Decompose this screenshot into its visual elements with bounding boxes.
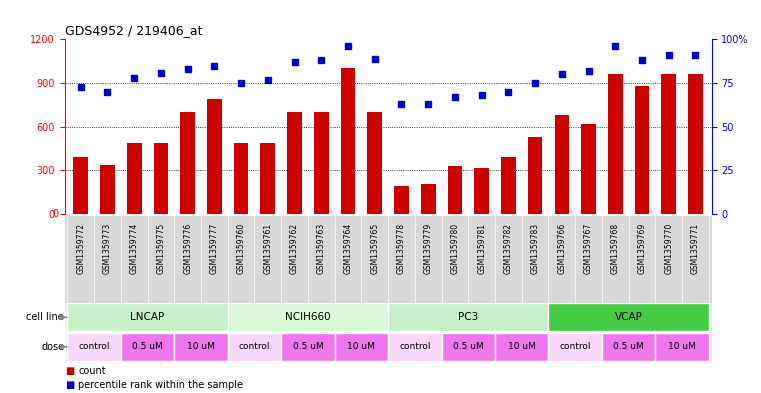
Text: GSM1359776: GSM1359776 — [183, 223, 192, 274]
Text: GSM1359770: GSM1359770 — [664, 223, 673, 274]
Bar — [314, 112, 329, 214]
Bar — [495, 332, 549, 361]
Bar — [335, 332, 388, 361]
Bar — [121, 332, 174, 361]
Bar — [421, 184, 435, 214]
Bar — [174, 332, 228, 361]
Bar — [388, 332, 441, 361]
Text: control: control — [559, 342, 591, 351]
Text: percentile rank within the sample: percentile rank within the sample — [78, 380, 244, 390]
Bar — [447, 166, 462, 214]
Bar — [68, 332, 121, 361]
Text: GSM1359762: GSM1359762 — [290, 223, 299, 274]
Text: GSM1359783: GSM1359783 — [530, 223, 540, 274]
Text: GSM1359780: GSM1359780 — [451, 223, 460, 274]
Bar — [501, 157, 516, 214]
Text: 0.5 uM: 0.5 uM — [453, 342, 484, 351]
Text: GSM1359771: GSM1359771 — [691, 223, 700, 274]
Text: GSM1359761: GSM1359761 — [263, 223, 272, 274]
Text: 10 uM: 10 uM — [348, 342, 375, 351]
Bar — [368, 112, 382, 214]
Text: dose: dose — [41, 342, 64, 352]
Text: PC3: PC3 — [458, 312, 479, 322]
Text: GSM1359781: GSM1359781 — [477, 223, 486, 274]
Bar — [207, 99, 221, 214]
Text: 0.5 uM: 0.5 uM — [132, 342, 163, 351]
Text: GSM1359768: GSM1359768 — [611, 223, 619, 274]
Text: control: control — [239, 342, 270, 351]
Text: 10 uM: 10 uM — [508, 342, 536, 351]
Text: GSM1359774: GSM1359774 — [129, 223, 139, 274]
Bar — [341, 68, 355, 214]
Bar — [388, 303, 549, 332]
Bar — [228, 303, 388, 332]
Text: cell line: cell line — [27, 312, 64, 322]
Text: GSM1359764: GSM1359764 — [343, 223, 352, 274]
Text: GSM1359769: GSM1359769 — [638, 223, 647, 274]
Bar — [549, 303, 708, 332]
Text: LNCAP: LNCAP — [130, 312, 164, 322]
Bar — [528, 137, 543, 214]
Bar — [127, 143, 142, 214]
Bar — [260, 143, 275, 214]
Text: control: control — [78, 342, 110, 351]
Bar — [555, 115, 569, 214]
Text: control: control — [399, 342, 431, 351]
Text: 0.5 uM: 0.5 uM — [613, 342, 644, 351]
Text: VCAP: VCAP — [615, 312, 642, 322]
Text: GSM1359765: GSM1359765 — [371, 223, 379, 274]
Bar — [474, 167, 489, 214]
Bar — [441, 332, 495, 361]
Text: GSM1359773: GSM1359773 — [103, 223, 112, 274]
Text: GSM1359782: GSM1359782 — [504, 223, 513, 274]
Text: ■: ■ — [65, 380, 74, 390]
Bar — [394, 186, 409, 214]
Text: GSM1359778: GSM1359778 — [397, 223, 406, 274]
Text: 10 uM: 10 uM — [668, 342, 696, 351]
Text: GSM1359766: GSM1359766 — [557, 223, 566, 274]
Bar — [154, 143, 168, 214]
Text: GSM1359760: GSM1359760 — [237, 223, 246, 274]
Bar — [688, 74, 703, 214]
Bar — [282, 332, 335, 361]
Bar — [180, 112, 195, 214]
Text: ■: ■ — [65, 366, 74, 376]
Text: 0: 0 — [52, 209, 59, 219]
Bar — [602, 332, 655, 361]
Bar — [655, 332, 708, 361]
Bar — [661, 74, 676, 214]
Bar — [287, 112, 302, 214]
Bar — [234, 143, 248, 214]
Bar — [68, 303, 228, 332]
Bar — [228, 332, 282, 361]
Text: GSM1359772: GSM1359772 — [76, 223, 85, 274]
Bar — [549, 332, 602, 361]
Text: GSM1359779: GSM1359779 — [424, 223, 433, 274]
Bar — [100, 165, 115, 214]
Text: GSM1359763: GSM1359763 — [317, 223, 326, 274]
Text: GSM1359767: GSM1359767 — [584, 223, 593, 274]
Text: count: count — [78, 366, 106, 376]
Bar — [73, 157, 88, 214]
Bar — [581, 124, 596, 214]
Bar — [608, 74, 622, 214]
Text: GSM1359777: GSM1359777 — [210, 223, 219, 274]
Text: GDS4952 / 219406_at: GDS4952 / 219406_at — [65, 24, 202, 37]
Text: 10 uM: 10 uM — [187, 342, 215, 351]
Text: 0.5 uM: 0.5 uM — [292, 342, 323, 351]
Text: NCIH660: NCIH660 — [285, 312, 331, 322]
Bar — [635, 86, 649, 214]
Text: GSM1359775: GSM1359775 — [157, 223, 165, 274]
